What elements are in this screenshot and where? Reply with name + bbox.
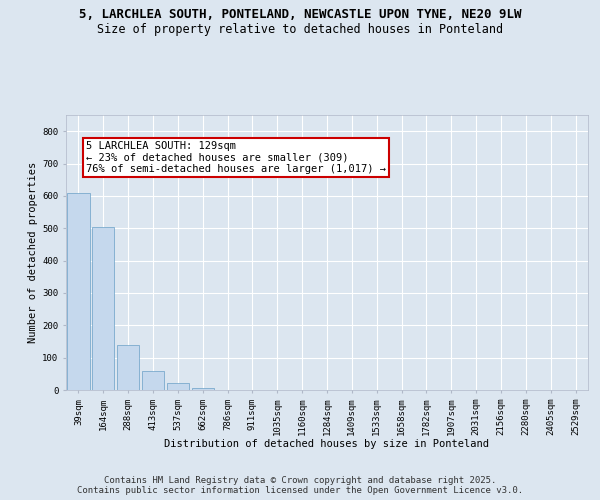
Bar [142,370,164,390]
Bar [92,228,115,390]
Bar [67,192,89,390]
Bar [117,344,139,390]
Bar [191,388,214,390]
Text: 5, LARCHLEA SOUTH, PONTELAND, NEWCASTLE UPON TYNE, NE20 9LW: 5, LARCHLEA SOUTH, PONTELAND, NEWCASTLE … [79,8,521,20]
Y-axis label: Number of detached properties: Number of detached properties [28,162,38,343]
Text: 5 LARCHLEA SOUTH: 129sqm
← 23% of detached houses are smaller (309)
76% of semi-: 5 LARCHLEA SOUTH: 129sqm ← 23% of detach… [86,141,386,174]
Bar [167,383,189,390]
X-axis label: Distribution of detached houses by size in Ponteland: Distribution of detached houses by size … [164,440,490,450]
Text: Contains HM Land Registry data © Crown copyright and database right 2025.
Contai: Contains HM Land Registry data © Crown c… [77,476,523,495]
Text: Size of property relative to detached houses in Ponteland: Size of property relative to detached ho… [97,22,503,36]
